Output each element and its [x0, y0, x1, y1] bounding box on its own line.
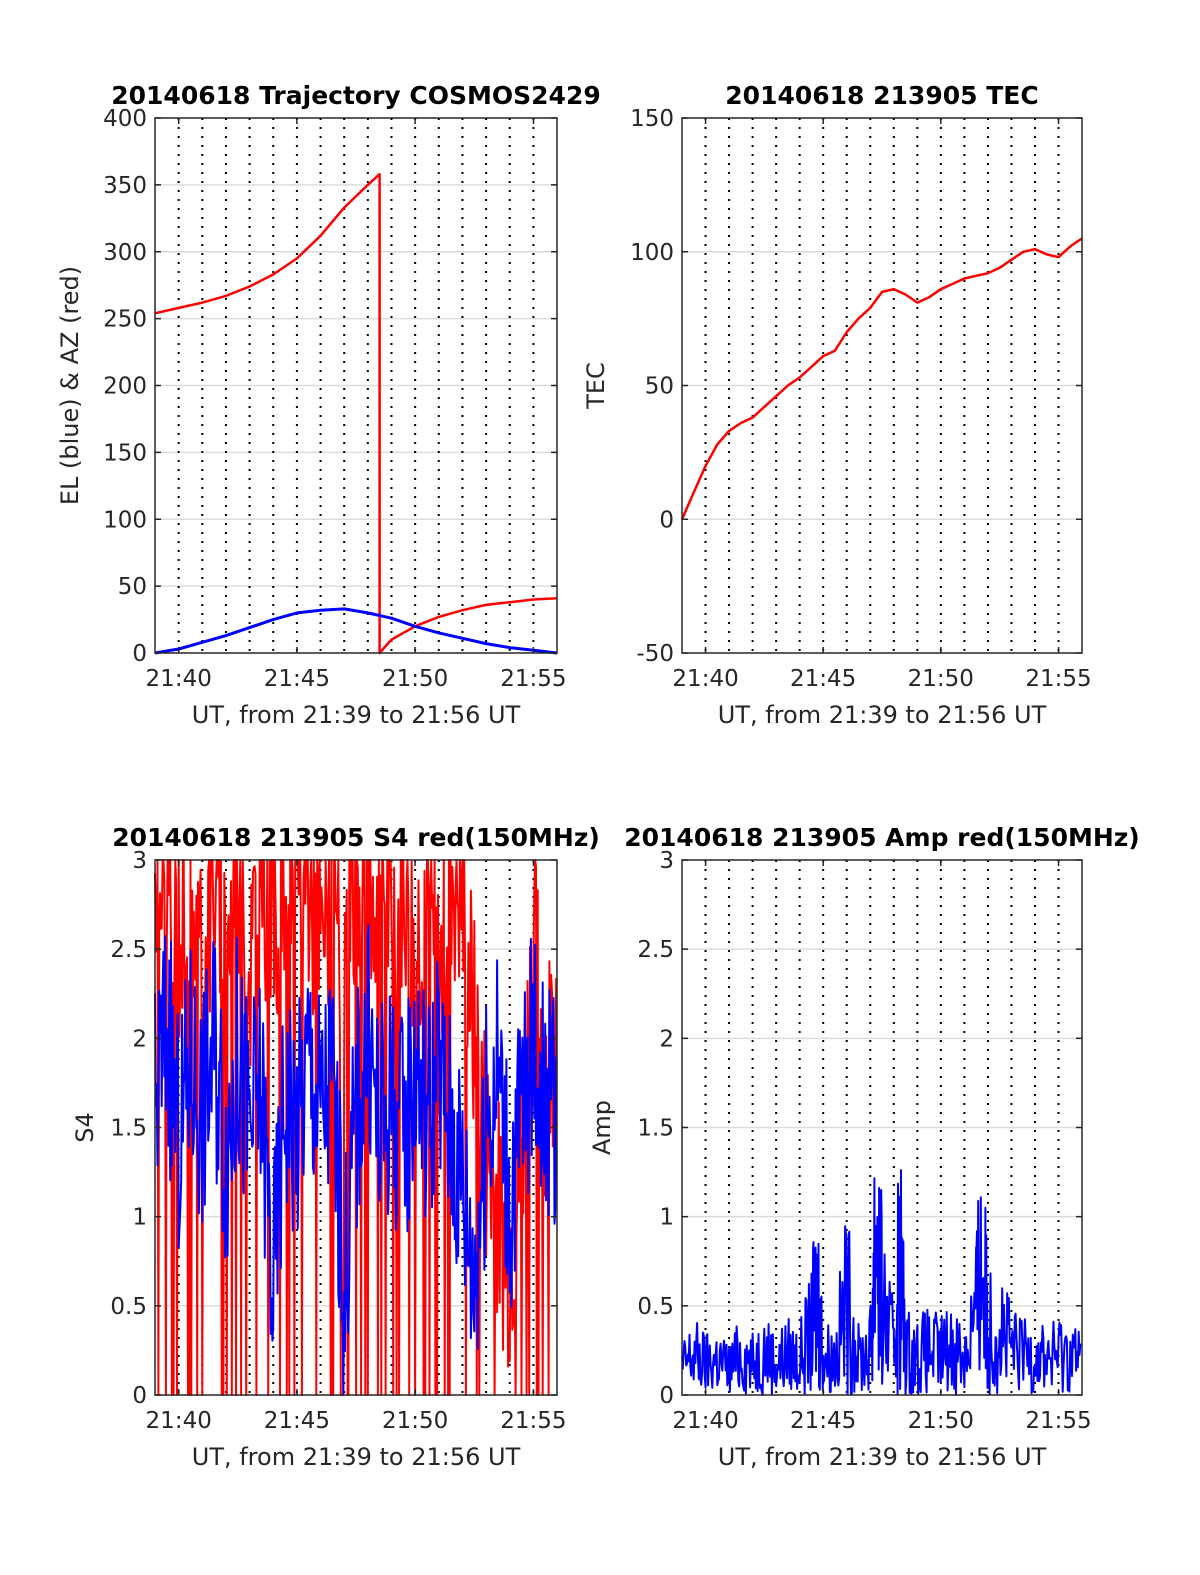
chart-panel-trajectory: 0 50 100 150 200 250 300 350 400 21:40 21:45 21:50 2… [56, 81, 601, 729]
y-tick-label: 350 [103, 173, 147, 199]
y-tick-label: 300 [103, 240, 147, 266]
y-tick-label: 0.5 [110, 1294, 147, 1320]
x-tick-label: 21:45 [264, 1408, 330, 1434]
y-tick-label: 3 [659, 848, 674, 874]
y-tick-label: 1 [659, 1205, 674, 1231]
x-tick-label: 21:45 [790, 1408, 856, 1434]
chart-title: 20140618 Trajectory COSMOS2429 [111, 81, 601, 110]
x-axis-label: UT, from 21:39 to 21:56 UT [718, 1443, 1047, 1471]
y-tick-label: 2 [659, 1026, 674, 1052]
data-series-line [681, 1169, 1082, 1396]
x-tick-label: 21:50 [908, 1408, 974, 1434]
y-tick-label: 0 [132, 1383, 147, 1409]
y-tick-label: 400 [103, 106, 147, 132]
y-tick-label: 50 [118, 574, 147, 600]
y-tick-label: 50 [645, 374, 674, 400]
y-tick-label: 250 [103, 307, 147, 333]
y-tick-label: 1.5 [110, 1116, 147, 1142]
y-tick-label: 0 [659, 507, 674, 533]
x-tick-label: 21:50 [382, 666, 448, 692]
y-tick-label: -50 [636, 641, 674, 667]
y-tick-label: 0 [132, 641, 147, 667]
y-tick-label: 1.5 [637, 1116, 674, 1142]
data-series-line [680, 237, 1083, 520]
y-tick-label: 2 [132, 1026, 147, 1052]
y-axis-label: Amp [588, 1100, 616, 1155]
y-tick-label: 2.5 [110, 937, 147, 963]
chart-title: 20140618 213905 TEC [725, 81, 1038, 110]
chart-title: 20140618 213905 S4 red(150MHz) [112, 823, 600, 852]
x-tick-label: 21:55 [1025, 1408, 1091, 1434]
data-series-line [154, 172, 558, 655]
y-tick-label: 2.5 [637, 937, 674, 963]
y-tick-label: 0.5 [637, 1294, 674, 1320]
x-tick-label: 21:55 [500, 1408, 566, 1434]
x-tick-label: 21:55 [500, 666, 566, 692]
x-tick-label: 21:40 [146, 666, 212, 692]
x-tick-label: 21:45 [264, 666, 330, 692]
y-axis-label: EL (blue) & AZ (red) [56, 266, 84, 505]
x-tick-label: 21:40 [672, 666, 738, 692]
chart-panel-amp: 0 0.5 1 1.5 2 2.5 3 21:40 21:45 21:50 21:55 2014061… [588, 823, 1140, 1471]
y-tick-label: 1 [132, 1205, 147, 1231]
y-tick-label: 0 [659, 1383, 674, 1409]
x-tick-label: 21:50 [908, 666, 974, 692]
x-tick-label: 21:40 [672, 1408, 738, 1434]
chart-panel-tec: -50 0 50 100 150 21:40 21:45 21:50 21:55 20140618… [582, 81, 1092, 729]
y-tick-label: 3 [132, 848, 147, 874]
x-tick-label: 21:45 [790, 666, 856, 692]
x-tick-label: 21:40 [146, 1408, 212, 1434]
y-tick-label: 150 [103, 440, 147, 466]
data-series-line [154, 607, 558, 655]
chart-panel-s4: 0 0.5 1 1.5 2 2.5 3 21:40 21:45 21:50 21:55 2014061… [71, 823, 600, 1471]
y-tick-label: 150 [630, 106, 674, 132]
chart-title: 20140618 213905 Amp red(150MHz) [624, 823, 1140, 852]
x-tick-label: 21:55 [1025, 666, 1091, 692]
y-axis-label: S4 [71, 1112, 99, 1143]
y-tick-label: 100 [103, 507, 147, 533]
data-series-line [154, 924, 558, 1396]
y-tick-label: 200 [103, 374, 147, 400]
y-tick-label: 100 [630, 240, 674, 266]
y-axis-label: TEC [582, 362, 610, 410]
x-axis-label: UT, from 21:39 to 21:56 UT [192, 1443, 521, 1471]
x-axis-label: UT, from 21:39 to 21:56 UT [192, 701, 521, 729]
x-axis-label: UT, from 21:39 to 21:56 UT [718, 701, 1047, 729]
x-tick-label: 21:50 [382, 1408, 448, 1434]
